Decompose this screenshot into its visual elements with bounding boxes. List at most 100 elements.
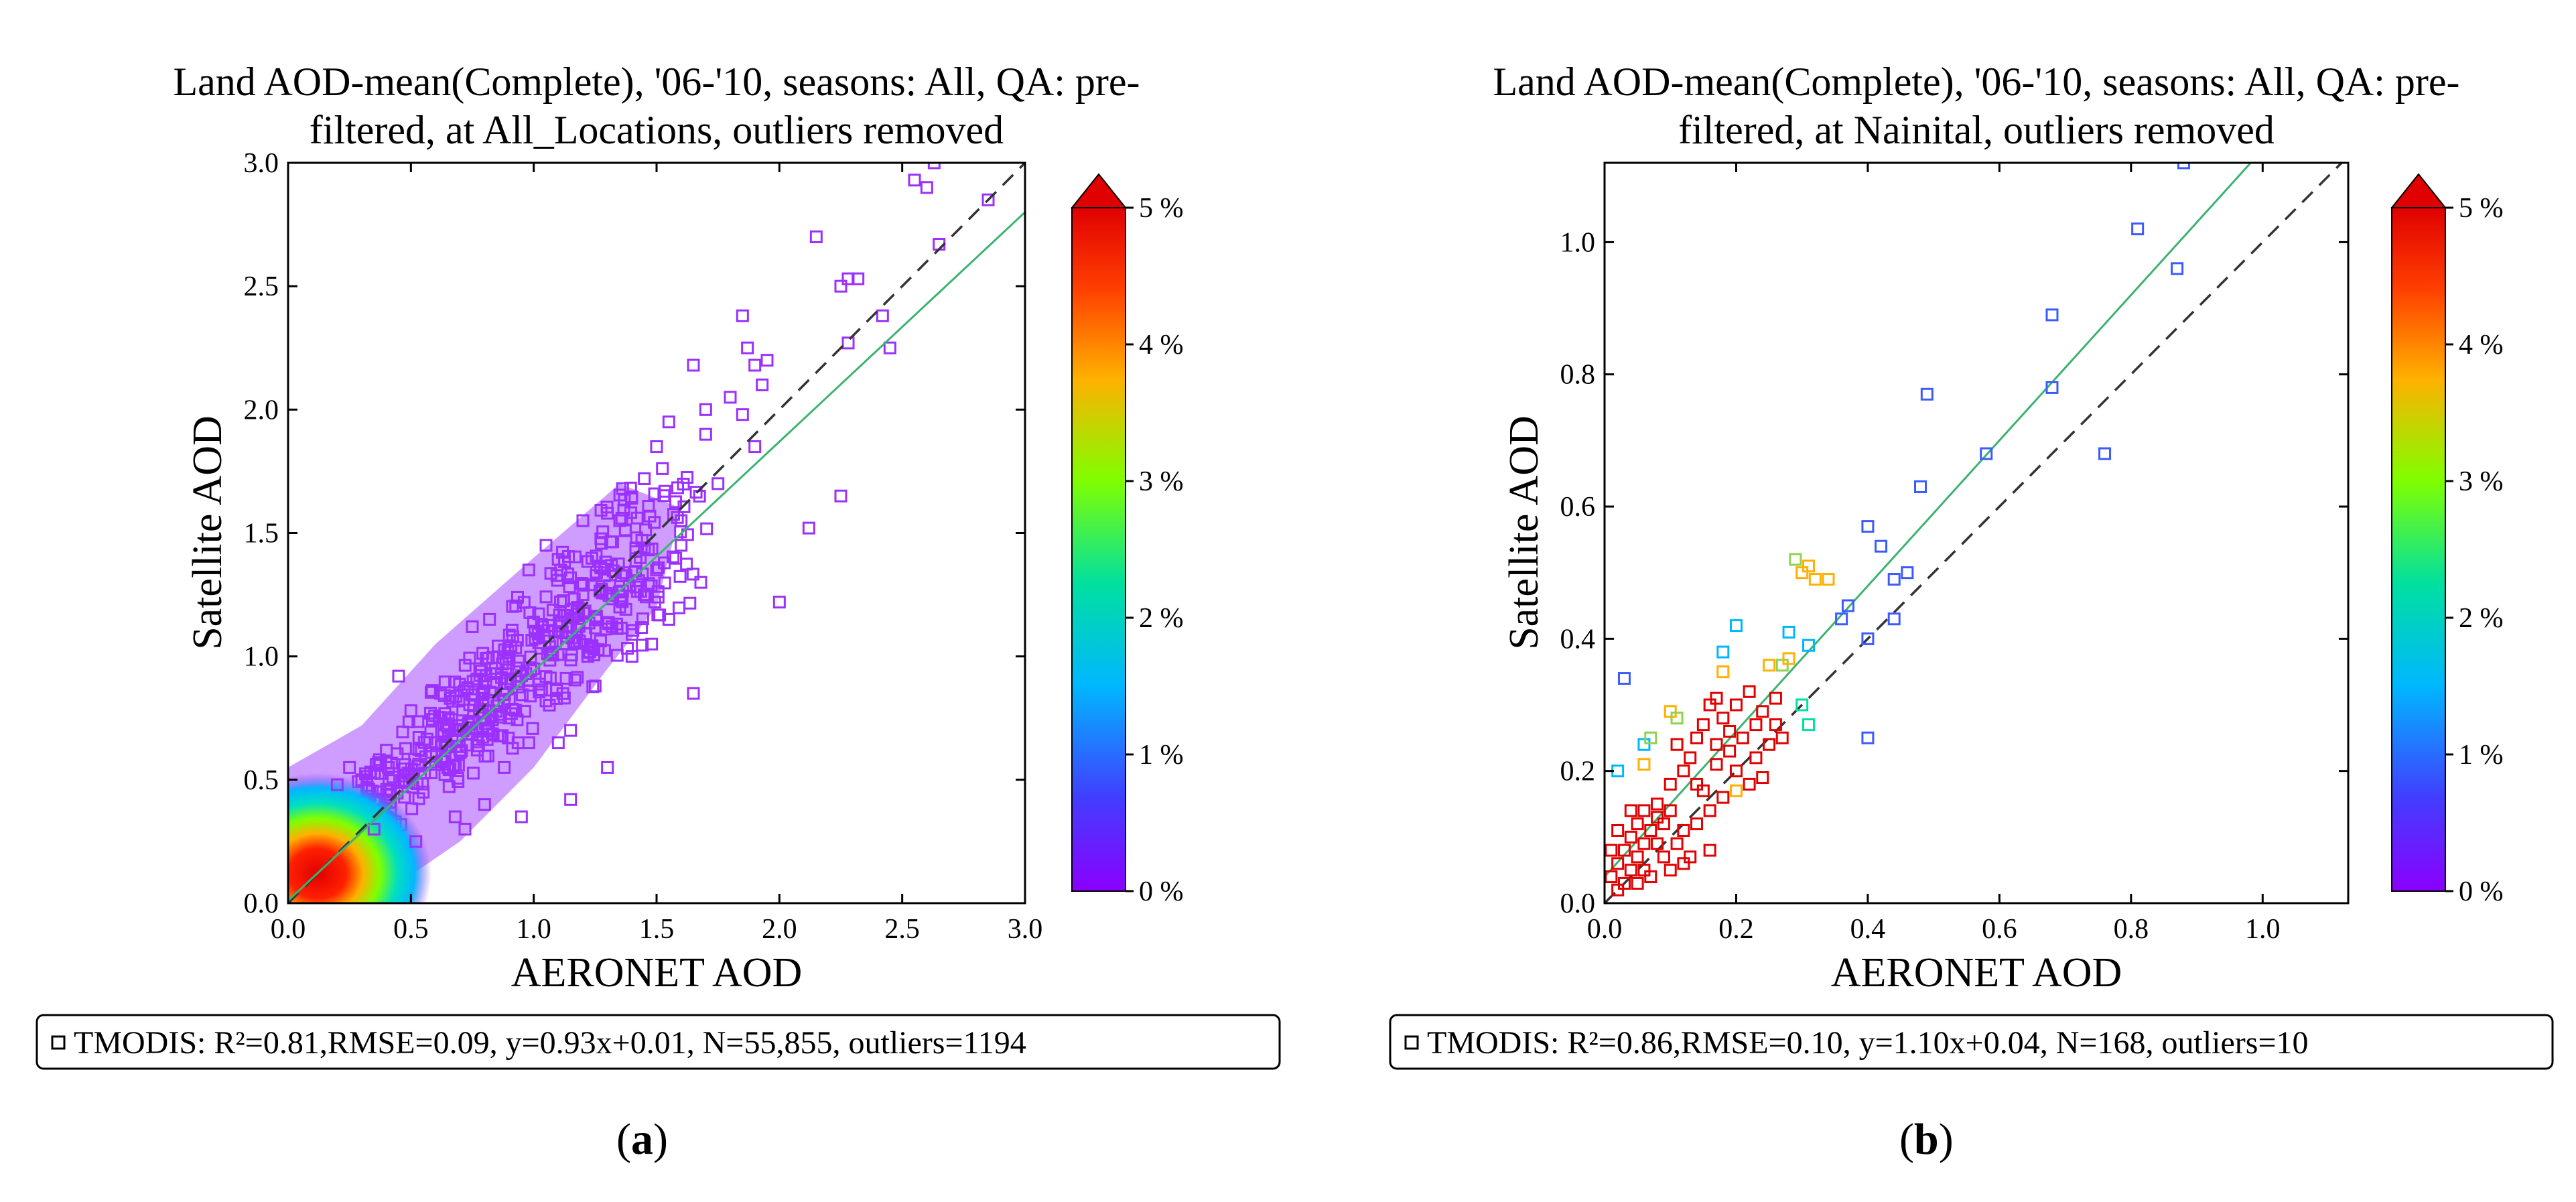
chart-a-cloud-marker (466, 766, 480, 780)
chart-a-fit-line (288, 211, 1025, 902)
chart-b-colorbar-tick-label: 3 % (2459, 466, 2504, 497)
chart-b-point-1 (2131, 222, 2145, 236)
chart-a-cloud-marker (656, 462, 669, 475)
chart-b-point-73 (1611, 857, 1625, 870)
chart-a-cloud-marker (535, 618, 548, 631)
chart-b-panel-letter: b (1914, 1115, 1939, 1164)
chart-a-point-11 (841, 336, 855, 350)
chart-a-colorbar-tick-label: 5 % (1139, 193, 1184, 224)
chart-a-cloud-marker (630, 531, 643, 545)
chart-a-point-45 (576, 588, 590, 602)
chart-a-cloud-marker (683, 596, 697, 610)
chart-a-cloud-marker (681, 528, 694, 541)
chart-b-point-38 (1644, 731, 1657, 744)
chart-a-colorbar-tick-label: 4 % (1139, 330, 1184, 360)
chart-a-cloud-marker (639, 523, 653, 537)
chart-a-cloud-marker (418, 766, 431, 780)
chart-b-point-89 (1684, 850, 1697, 864)
chart-b-point-21 (1802, 639, 1816, 652)
chart-b-point-60 (1696, 784, 1710, 797)
chart-b-point-43 (1716, 712, 1730, 725)
chart-a-cloud-marker (550, 683, 563, 697)
chart-a-cloud-marker (461, 681, 474, 694)
chart-a-cloud-marker (571, 605, 584, 618)
chart-b-point-15 (1835, 612, 1848, 626)
chart-b-point-17 (1861, 731, 1875, 744)
chart-b-point-68 (1651, 797, 1664, 811)
chart-b-point-9 (1861, 520, 1875, 533)
chart-a-point-22 (724, 391, 737, 404)
chart-a-point-16 (741, 341, 754, 354)
chart-a-point-52 (441, 760, 454, 774)
chart-b-point-84 (1644, 870, 1657, 884)
chart-a-cloud-marker (645, 542, 659, 555)
chart-b-point-57 (1684, 751, 1697, 764)
chart-b-colorbar-extend-arrow (2390, 173, 2447, 208)
chart-a-point-47 (502, 650, 516, 663)
chart-a-point-69 (613, 600, 626, 614)
chart-a-point-56 (355, 773, 368, 787)
chart-a-point-41 (466, 620, 479, 633)
chart-b-ytick-label: 0.4 (1560, 624, 1596, 655)
chart-a-point-27 (650, 440, 663, 454)
chart-a-point-31 (711, 477, 725, 490)
chart-a-point-21 (699, 403, 712, 416)
chart-a-point-74 (675, 539, 688, 552)
chart-a-cloud-marker (502, 657, 516, 670)
chart-a-one-to-one-line (288, 163, 1025, 903)
chart-a-cloud-marker (539, 670, 553, 683)
chart-b-point-62 (1729, 764, 1743, 778)
chart-b-point-6 (1980, 447, 1993, 460)
chart-a-point-77 (448, 810, 462, 823)
chart-a-xtick-label: 3.0 (1008, 914, 1043, 945)
chart-a-cloud-marker (492, 639, 505, 653)
chart-b-point-5 (1920, 387, 1934, 401)
chart-b-frame (1603, 161, 2350, 905)
chart-b-point-99 (1637, 864, 1651, 877)
chart-b-point-40 (1729, 784, 1743, 797)
chart-b-point-30 (1763, 659, 1776, 672)
chart-a-cloud-marker (401, 766, 415, 780)
chart-a-cloud-marker (568, 635, 582, 649)
chart-b-point-90 (1677, 857, 1690, 870)
chart-b-colorbar-tick-label: 5 % (2459, 193, 2504, 224)
chart-a-cloud-marker (506, 630, 519, 643)
chart-a-cloud-marker (571, 671, 584, 684)
chart-a-cloud-marker (590, 613, 603, 626)
chart-a-cloud-marker (515, 688, 529, 702)
chart-a-cloud-marker (677, 500, 691, 513)
chart-a-colorbar-tick-label: 3 % (1139, 466, 1184, 497)
chart-a-point-24 (748, 440, 762, 454)
chart-a-cloud-marker (636, 612, 649, 626)
chart-a-point-54 (392, 669, 405, 683)
chart-a-legend-text: TMODIS: R²=0.81,RMSE=0.09, y=0.93x+0.01,… (74, 1025, 1026, 1061)
chart-b-point-47 (1769, 691, 1782, 705)
chart-b-point-0 (2177, 163, 2190, 170)
chart-a-xtick-label: 2.5 (884, 914, 920, 945)
chart-b-point-13 (1841, 599, 1854, 612)
chart-a-cloud-marker (511, 590, 524, 604)
chart-a-cloud-marker (415, 744, 428, 757)
chart-b-ytick-label: 0.8 (1560, 360, 1596, 391)
chart-b-one-to-one-line (1605, 163, 2343, 903)
chart-a-cloud-marker (677, 478, 690, 491)
chart-b-point-76 (1617, 876, 1631, 890)
chart-b-point-45 (1743, 685, 1756, 698)
chart-a-cloud-marker (509, 704, 523, 717)
chart-a-ylabel: Satellite AOD (185, 415, 230, 650)
chart-b-point-46 (1756, 705, 1769, 718)
chart-a-point-79 (581, 650, 594, 663)
chart-b-point-81 (1651, 837, 1664, 850)
chart-b-point-12 (1901, 566, 1914, 580)
chart-b-legend-text: TMODIS: R²=0.86,RMSE=0.10, y=1.10x+0.04,… (1427, 1025, 2309, 1061)
chart-b-ticks: 0.0 0.2 0.4 0.6 0.8 1.0 0.0 0.2 0.4 0.6 0.8 1.0 (1560, 163, 2348, 945)
chart-a-cloud-marker (612, 586, 626, 599)
chart-a-cloud-marker (634, 551, 647, 564)
chart-a-cloud-marker (629, 555, 642, 568)
chart-b-point-80 (1644, 823, 1657, 837)
chart-a-cloud-marker (585, 551, 598, 565)
chart-b-point-64 (1703, 804, 1716, 817)
chart-a-cloud-marker (412, 743, 425, 756)
chart-a-cloud-marker (462, 716, 476, 730)
chart-a-cloud-marker (518, 704, 531, 718)
